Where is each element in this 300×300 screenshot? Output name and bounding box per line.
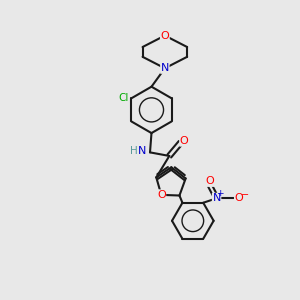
- Text: H: H: [130, 146, 137, 156]
- Text: −: −: [241, 190, 249, 200]
- Text: O: O: [160, 31, 169, 40]
- Text: N: N: [212, 193, 221, 203]
- Text: +: +: [216, 189, 224, 198]
- Text: Cl: Cl: [118, 93, 128, 103]
- Text: N: N: [137, 146, 146, 156]
- Text: N: N: [161, 63, 169, 73]
- Text: O: O: [206, 176, 214, 186]
- Text: O: O: [235, 193, 243, 203]
- Text: O: O: [180, 136, 189, 146]
- Text: O: O: [157, 190, 166, 200]
